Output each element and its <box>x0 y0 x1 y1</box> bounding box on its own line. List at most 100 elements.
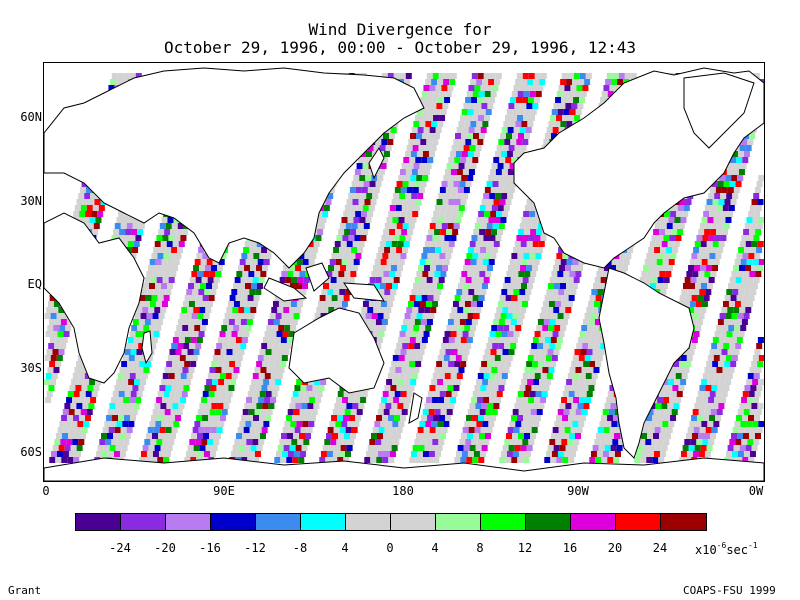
swath-cell <box>160 403 167 409</box>
swath-cell <box>741 319 748 325</box>
swath-cell <box>575 409 582 415</box>
swath-cell <box>515 301 522 307</box>
swath-cell <box>493 199 500 205</box>
swath-cell <box>389 133 395 139</box>
swath-cell <box>480 247 487 253</box>
swath-cell <box>752 217 759 223</box>
swath-cell <box>416 355 423 361</box>
swath-cell <box>556 295 563 301</box>
swath-cell <box>446 409 453 415</box>
swath-cell <box>60 319 67 325</box>
swath-cell <box>602 271 609 277</box>
swath-cell <box>401 325 408 331</box>
swath-cell <box>406 187 413 193</box>
swath-cell <box>493 241 500 247</box>
swath-cell <box>434 205 441 211</box>
swath-cell <box>487 403 494 409</box>
swath-cell <box>254 271 261 277</box>
swath-cell <box>62 409 69 415</box>
swath-cell <box>490 391 497 397</box>
swath-cell <box>402 343 409 349</box>
swath-cell <box>658 391 665 397</box>
swath-cell <box>210 289 217 295</box>
swath-cell <box>517 415 524 421</box>
swath-cell <box>671 367 678 373</box>
swath-cell <box>418 265 425 271</box>
swath-cell <box>372 331 379 337</box>
swath-cell <box>527 121 534 127</box>
swath-cell <box>447 343 454 349</box>
swath-cell <box>524 367 531 373</box>
swath-cell <box>532 103 539 109</box>
swath-cell <box>167 379 174 385</box>
swath-cell <box>435 85 442 91</box>
swath-cell <box>412 145 419 151</box>
swath-cell <box>468 127 475 133</box>
swath-cell <box>338 229 345 235</box>
swath-cell <box>512 313 519 319</box>
swath-cell <box>236 433 242 439</box>
swath-cell <box>267 319 274 325</box>
swath-cell <box>315 397 322 403</box>
swath-cell <box>467 271 474 277</box>
swath-cell <box>708 235 715 241</box>
swath-cell <box>428 229 435 235</box>
swath-cell <box>286 415 293 421</box>
swath-cell <box>297 277 304 283</box>
swath-cell <box>591 289 598 295</box>
swath-cell <box>527 421 534 427</box>
swath-cell <box>158 229 165 235</box>
swath-cell <box>599 421 606 427</box>
swath-cell <box>509 283 515 289</box>
swath-cell <box>712 337 719 343</box>
swath-cell <box>478 295 485 301</box>
swath-cell <box>507 331 514 337</box>
swath-cell <box>194 259 201 265</box>
swath-cell <box>486 85 493 91</box>
swath-cell <box>68 433 74 439</box>
swath-cell <box>655 403 662 409</box>
swath-cell <box>594 319 601 325</box>
swath-cell <box>522 439 529 445</box>
swath-cell <box>471 439 478 445</box>
swath-cell <box>698 229 705 235</box>
swath-cell <box>659 229 666 235</box>
swath-cell <box>665 229 672 235</box>
swath-cell <box>185 313 192 319</box>
swath-cell <box>331 415 338 421</box>
swath-cell <box>521 421 528 427</box>
swath-cell <box>675 397 682 403</box>
swath-cell <box>375 439 382 445</box>
swath-cell <box>428 433 434 439</box>
swath-cell <box>572 355 579 361</box>
swath-cell <box>44 379 51 385</box>
swath-cell <box>164 271 171 277</box>
swath-cell <box>131 367 138 373</box>
swath-cell <box>117 373 124 379</box>
swath-cell <box>259 415 266 421</box>
swath-cell <box>661 265 668 271</box>
swath-cell <box>526 403 533 409</box>
swath-cell <box>711 181 718 187</box>
swath-cell <box>611 259 618 265</box>
swath-cell <box>372 193 379 199</box>
swath-cell <box>318 223 325 229</box>
swath-cell <box>137 229 144 235</box>
swath-cell <box>258 277 265 283</box>
swath-cell <box>164 367 171 373</box>
swath-cell <box>680 355 687 361</box>
swath-cell <box>562 91 569 97</box>
swath-cell <box>76 361 83 367</box>
swath-cell <box>577 337 584 343</box>
swath-cell <box>664 391 671 397</box>
swath-cell <box>329 421 336 427</box>
swath-cell <box>533 379 540 385</box>
swath-cell <box>242 433 248 439</box>
swath-cell <box>460 361 467 367</box>
swath-cell <box>123 373 130 379</box>
swath-cell <box>410 355 417 361</box>
swath-cell <box>491 325 498 331</box>
swath-cell <box>396 385 403 391</box>
swath-cell <box>582 343 589 349</box>
swath-cell <box>509 325 516 331</box>
